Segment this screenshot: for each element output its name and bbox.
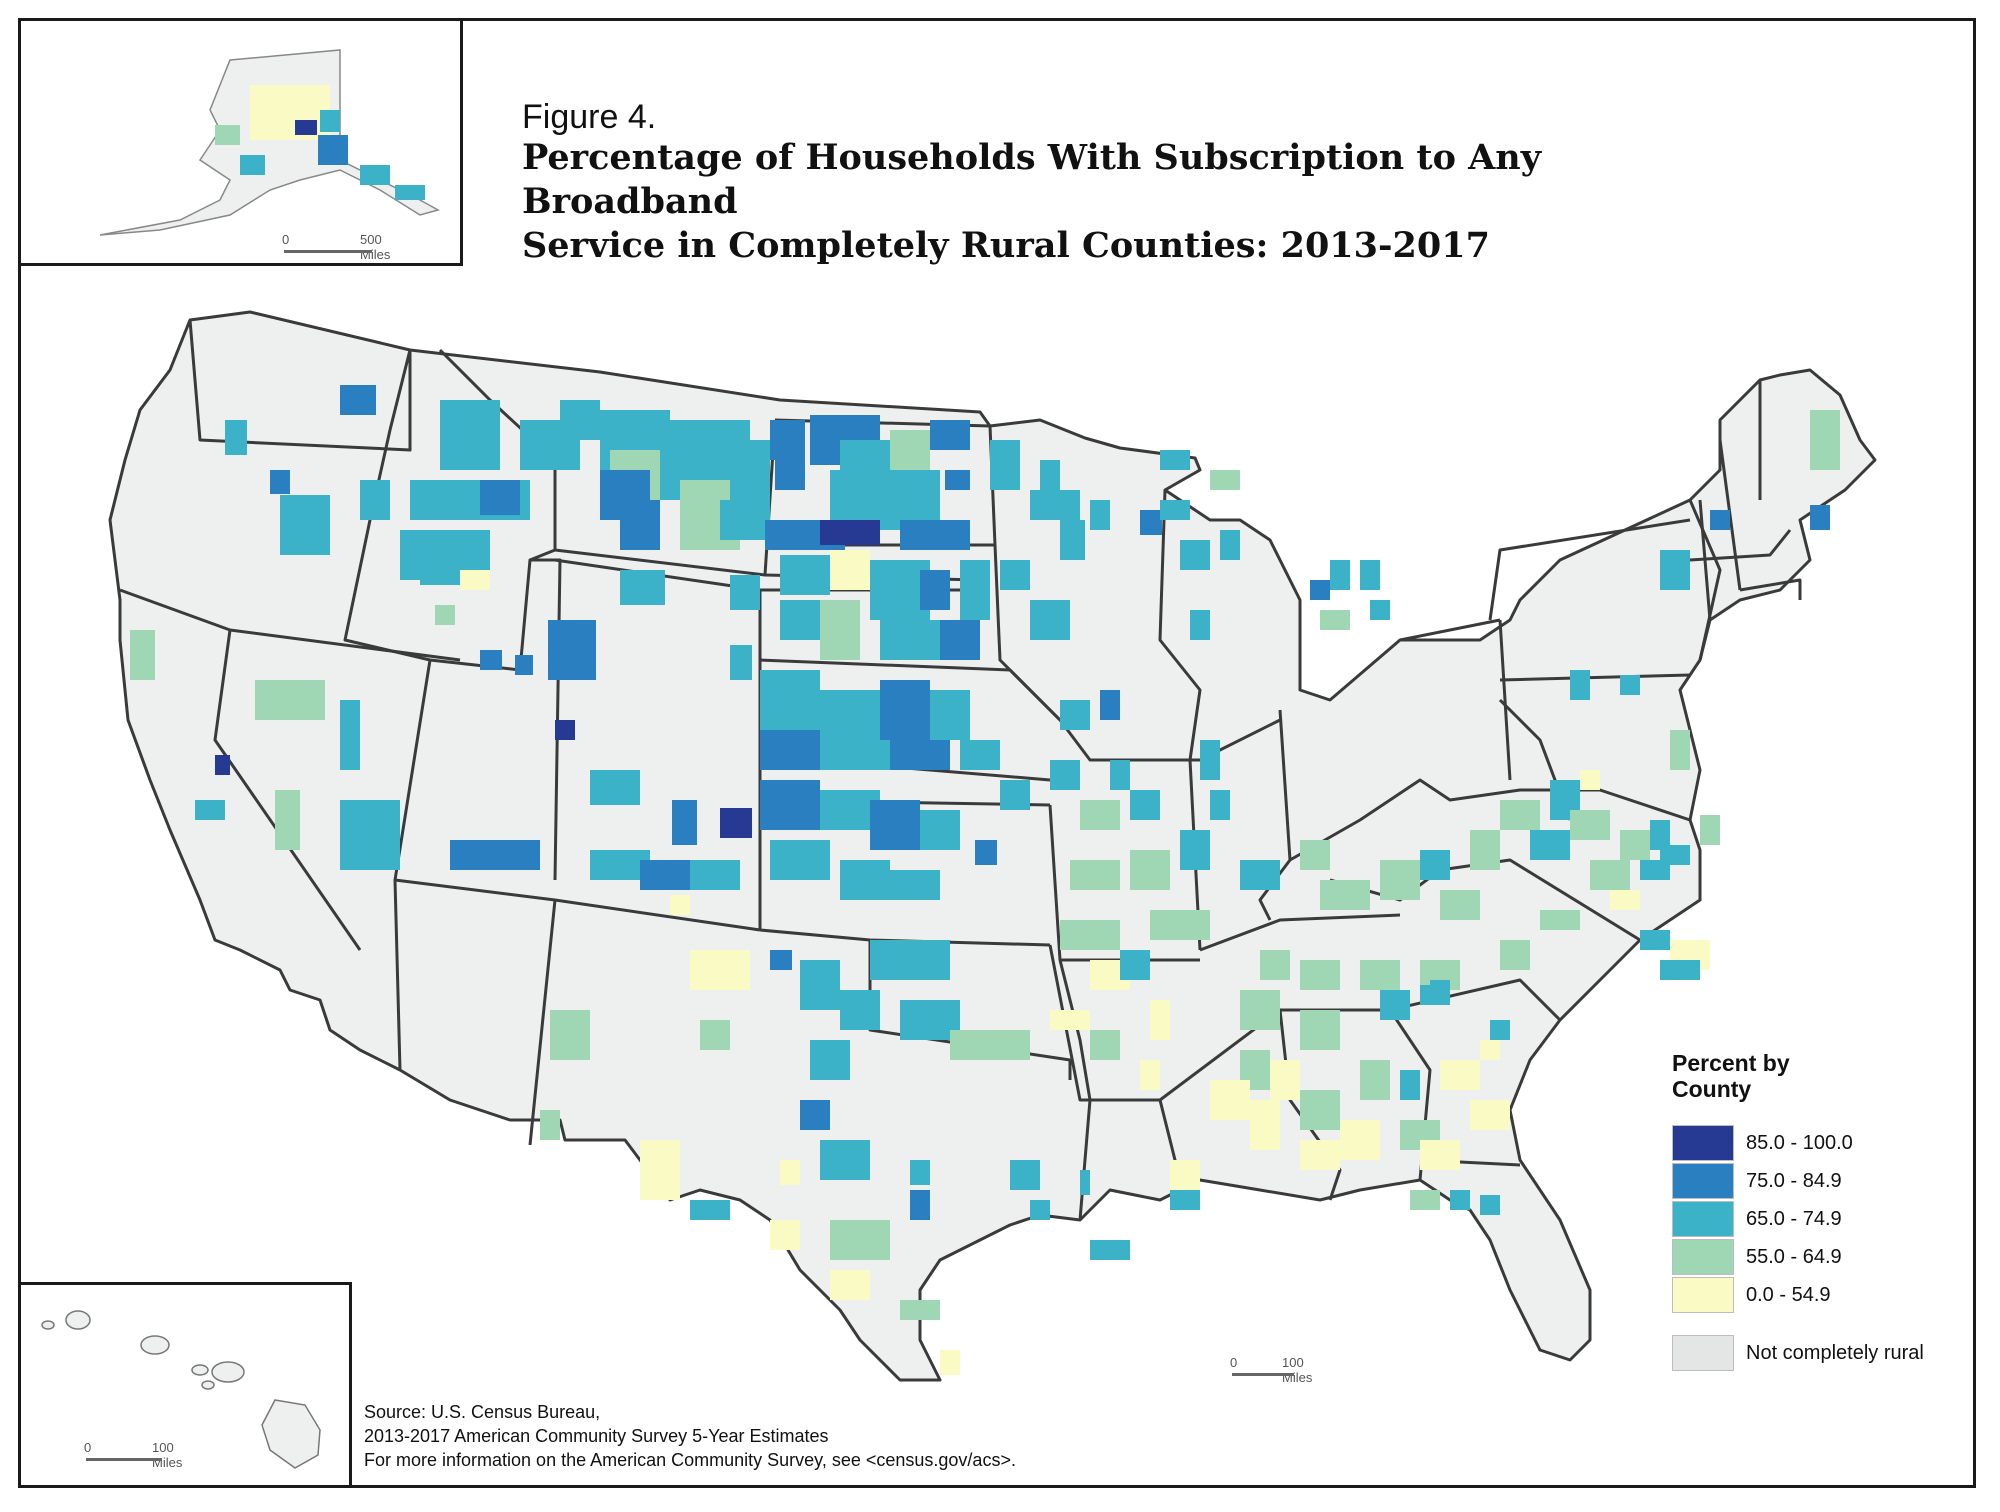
- alaska-inset-frame: [18, 18, 463, 266]
- legend-title-line2: County: [1672, 1076, 1752, 1102]
- legend-label: 75.0 - 84.9: [1746, 1169, 1842, 1192]
- legend-label: 85.0 - 100.0: [1746, 1131, 1853, 1154]
- legend-title-line1: Percent by: [1672, 1050, 1790, 1076]
- figure-label: Figure 4.: [522, 98, 657, 136]
- county-fills: [130, 385, 1840, 1375]
- alaska-outline: [99, 49, 440, 236]
- legend-item: 55.0 - 64.9: [1672, 1238, 1972, 1276]
- legend-swatch: [1672, 1239, 1734, 1275]
- alaska-scale-zero: 0: [282, 232, 290, 247]
- figure-title-line1: Percentage of Households With Subscripti…: [522, 137, 1542, 222]
- source-note: Source: U.S. Census Bureau, 2013-2017 Am…: [364, 1400, 1016, 1472]
- legend-item: 85.0 - 100.0: [1672, 1124, 1972, 1162]
- hawaii-scale-distance: 100 Miles: [152, 1440, 183, 1470]
- figure-title-line2: Service in Completely Rural Counties: 20…: [522, 225, 1490, 266]
- legend-label: 0.0 - 54.9: [1746, 1283, 1831, 1306]
- legend-item: 0.0 - 54.9: [1672, 1276, 1972, 1314]
- legend-swatch: [1672, 1163, 1734, 1199]
- source-line1: Source: U.S. Census Bureau,: [364, 1402, 601, 1422]
- legend-swatch: [1672, 1277, 1734, 1313]
- alaska-scale-distance: 500 Miles: [360, 232, 391, 262]
- legend-label: 55.0 - 64.9: [1746, 1245, 1842, 1268]
- hawaii-inset-frame: [18, 1282, 352, 1488]
- legend-item: 75.0 - 84.9: [1672, 1162, 1972, 1200]
- conus-scale-zero: 0: [1230, 1355, 1238, 1370]
- source-line2: 2013-2017 American Community Survey 5-Ye…: [364, 1426, 829, 1446]
- legend-swatch: [1672, 1335, 1734, 1371]
- legend-swatch: [1672, 1201, 1734, 1237]
- hawaii-inset-map: [41, 1310, 321, 1469]
- legend-title: Percent by County: [1672, 1050, 1972, 1102]
- legend-label: Not completely rural: [1746, 1341, 1924, 1364]
- legend-item-not-rural: Not completely rural: [1672, 1334, 1972, 1372]
- figure-title: Percentage of Households With Subscripti…: [522, 136, 1722, 268]
- legend: Percent by County 85.0 - 100.0 75.0 - 84…: [1672, 1050, 1972, 1372]
- legend-swatch: [1672, 1125, 1734, 1161]
- map-frame: [18, 18, 1976, 1488]
- source-line3: For more information on the American Com…: [364, 1450, 1016, 1470]
- legend-item: 65.0 - 74.9: [1672, 1200, 1972, 1238]
- legend-label: 65.0 - 74.9: [1746, 1207, 1842, 1230]
- hawaii-scale-zero: 0: [84, 1440, 92, 1455]
- alaska-inset-map: [99, 49, 440, 236]
- conus-scale-distance: 100 Miles: [1282, 1355, 1313, 1385]
